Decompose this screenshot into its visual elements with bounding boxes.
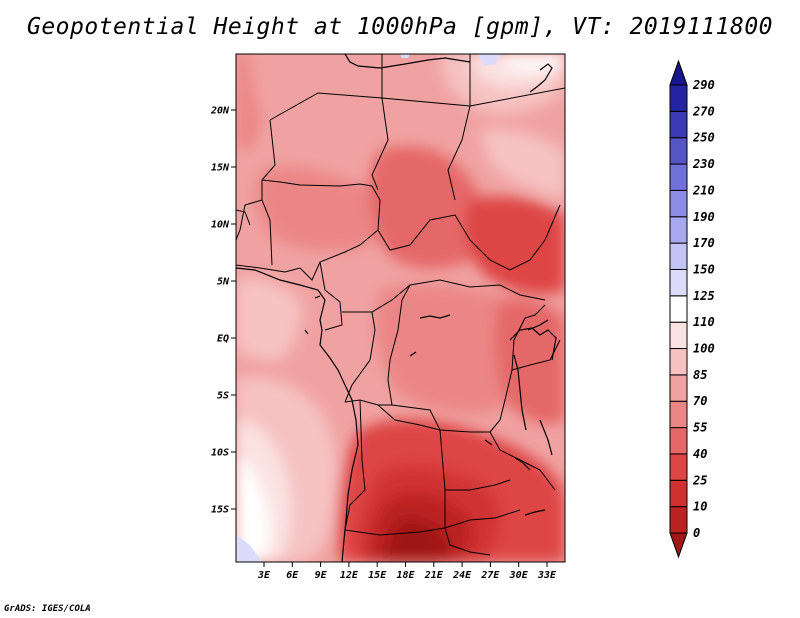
- colorbar-bin: [669, 400, 688, 429]
- colorbar-bin: [669, 110, 688, 139]
- lon-tick-label: 15E: [368, 570, 387, 581]
- colorbar-level-label: 10: [693, 500, 707, 514]
- lon-tick-label: 3E: [257, 570, 271, 581]
- country-boundaries: [236, 54, 565, 556]
- map-frame: [235, 53, 566, 563]
- colorbar-level-label: 210: [692, 183, 715, 197]
- colorbar-bin: [669, 84, 688, 112]
- colorbar-bin: [669, 374, 688, 402]
- colorbar-bin: [669, 427, 688, 455]
- colorbar-level-label: 250: [692, 131, 715, 145]
- colorbar-bin: [669, 348, 688, 376]
- lon-tick-label: 9E: [315, 570, 328, 581]
- lon-tick-label: 6E: [286, 570, 299, 581]
- colorbar-level-label: 85: [693, 368, 707, 382]
- lat-tick-label: EQ: [217, 334, 229, 345]
- colorbar-bin: [669, 216, 688, 244]
- colorbar-level-label: 25: [692, 473, 707, 487]
- colorbar-bin: [669, 242, 688, 270]
- colorbar: 0 10 25 40 55 70 85 100 110 125 150 170 190 210 230 250…: [669, 59, 715, 559]
- grads-credit: GrADS: IGES/COLA: [4, 604, 91, 614]
- lon-tick-label: 12E: [340, 570, 359, 581]
- lon-tick-label: 18E: [396, 570, 415, 581]
- colorbar-level-label: 70: [693, 394, 707, 408]
- colorbar-level-label: 290: [692, 78, 715, 92]
- colorbar-level-label: 110: [693, 315, 715, 329]
- colorbar-bin: [669, 453, 688, 481]
- colorbar-bin: [669, 137, 688, 165]
- colorbar-level-label: 55: [693, 421, 707, 435]
- colorbar-lower-arrow: [669, 532, 688, 559]
- lat-tick-label: 10S: [211, 448, 229, 459]
- colorbar-bin: [669, 479, 688, 508]
- colorbar-bin: [669, 321, 688, 350]
- lon-tick-label: 21E: [424, 570, 444, 581]
- colorbar-level-label: 100: [693, 342, 715, 356]
- colorbar-level-label: 0: [693, 526, 700, 540]
- colorbar-bin: [669, 163, 688, 191]
- colorbar-level-label: 270: [692, 104, 715, 118]
- lat-tick-label: 10N: [211, 220, 230, 231]
- lat-tick-label: 15S: [211, 505, 229, 516]
- latitude-axis: 20N 15N 10N 5N EQ 5S 10S 15S: [210, 106, 236, 516]
- colorbar-level-label: 170: [693, 236, 715, 250]
- colorbar-bin: [669, 506, 688, 534]
- colorbar-level-label: 150: [693, 262, 715, 276]
- colorbar-level-label: 190: [693, 210, 715, 224]
- lat-tick-label: 20N: [210, 106, 230, 117]
- colorbar-bin: [669, 189, 688, 218]
- colorbar-bin: [669, 295, 688, 323]
- lat-tick-label: 15N: [211, 163, 230, 174]
- colorbar-level-label: 40: [693, 447, 707, 461]
- lon-tick-label: 27E: [480, 570, 500, 581]
- coastlines: [236, 54, 557, 562]
- colorbar-level-label: 125: [693, 289, 715, 303]
- colorbar-upper-arrow: [669, 59, 688, 86]
- longitude-axis: 3E 6E 9E 12E 15E 18E 21E 24E 27E 30E 33E: [257, 562, 557, 581]
- lat-tick-label: 5N: [217, 277, 230, 288]
- colorbar-level-label: 230: [692, 157, 715, 171]
- colorbar-bin: [669, 268, 688, 297]
- chart-title: Geopotential Height at 1000hPa [gpm], VT…: [26, 14, 774, 40]
- lon-tick-label: 33E: [537, 570, 557, 581]
- lon-tick-label: 24E: [452, 570, 472, 581]
- lon-tick-label: 30E: [509, 570, 529, 581]
- lat-tick-label: 5S: [217, 391, 229, 402]
